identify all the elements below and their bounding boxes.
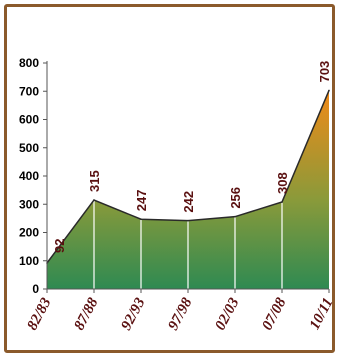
y-tick-label: 800 [19, 56, 39, 70]
data-label: 315 [87, 170, 102, 192]
y-tick-label: 700 [19, 84, 39, 98]
data-label: 703 [317, 61, 332, 83]
x-tick-label: 92/93 [118, 295, 148, 333]
x-tick-label: 02/03 [212, 295, 242, 333]
x-tick-label: 82/83 [24, 295, 54, 333]
data-point [328, 89, 330, 92]
data-label: 256 [228, 187, 243, 209]
data-label: 92 [52, 239, 67, 253]
x-tick-label: 10/11 [307, 295, 337, 332]
y-tick-label: 200 [19, 226, 39, 240]
data-point [187, 219, 189, 222]
data-label: 242 [181, 191, 196, 213]
y-tick-label: 600 [19, 113, 39, 127]
data-label: 308 [275, 172, 290, 194]
data-point [140, 218, 142, 221]
x-tick-label: 07/08 [259, 295, 289, 333]
x-tick-label: 97/98 [165, 295, 195, 333]
data-point [234, 215, 236, 218]
data-point [93, 199, 95, 201]
y-tick-label: 400 [19, 169, 39, 183]
data-label: 247 [134, 190, 149, 212]
y-tick-label: 500 [19, 141, 39, 155]
area-fill [47, 90, 329, 289]
y-tick-label: 0 [32, 282, 39, 296]
y-tick-label: 100 [19, 254, 39, 268]
y-tick-label: 300 [19, 197, 39, 211]
x-tick-label: 87/88 [71, 295, 101, 333]
chart-frame [4, 4, 335, 353]
data-point [281, 201, 283, 203]
